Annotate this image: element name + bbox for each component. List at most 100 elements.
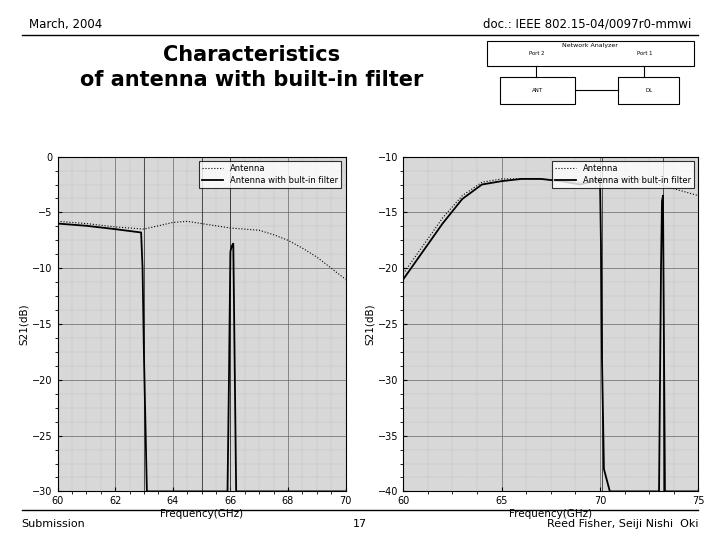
Text: March, 2004: March, 2004 [29, 18, 102, 31]
Antenna with bult-in filter [284, 488, 292, 495]
Legend: Antenna, Antenna with bult-in filter: Antenna, Antenna with bult-in filter [552, 161, 694, 188]
Antenna [226, 225, 235, 231]
Antenna [53, 218, 62, 225]
Antenna [654, 181, 663, 188]
Antenna [616, 176, 624, 182]
Text: Network Analyzer: Network Analyzer [562, 43, 618, 48]
Line: Antenna with bult-in filter: Antenna with bult-in filter [58, 224, 346, 491]
Text: doc.: IEEE 802.15-04/0097r0-mmwi: doc.: IEEE 802.15-04/0097r0-mmwi [483, 18, 691, 31]
Antenna with bult-in filter [616, 488, 624, 495]
Antenna with bult-in filter [229, 240, 238, 247]
Antenna [240, 226, 249, 232]
Antenna with bult-in filter [168, 488, 177, 495]
Antenna [438, 215, 447, 221]
Antenna with bult-in filter [341, 488, 350, 495]
Antenna with bult-in filter [163, 488, 171, 495]
Antenna with bult-in filter [140, 354, 148, 361]
Antenna with bult-in filter [111, 226, 120, 232]
Text: Reed Fisher, Seiji Nishi  Oki: Reed Fisher, Seiji Nishi Oki [547, 519, 698, 529]
Antenna with bult-in filter [675, 488, 683, 495]
Text: 17: 17 [353, 519, 367, 529]
Bar [487, 40, 694, 66]
Antenna with bult-in filter [665, 488, 673, 495]
Bar [500, 77, 575, 104]
Antenna with bult-in filter [597, 242, 606, 249]
Antenna with bult-in filter [606, 488, 614, 495]
Antenna with bult-in filter [232, 488, 240, 495]
Antenna [82, 220, 91, 227]
Antenna with bult-in filter [600, 466, 608, 472]
Antenna with bult-in filter [327, 488, 336, 495]
Y-axis label: S21(dB): S21(dB) [365, 303, 375, 345]
Text: ANT: ANT [532, 88, 543, 93]
Antenna with bult-in filter [517, 176, 526, 182]
X-axis label: Frequency(GHz): Frequency(GHz) [509, 509, 593, 519]
Antenna with bult-in filter [477, 181, 486, 188]
Antenna [694, 192, 703, 199]
Antenna with bult-in filter [183, 488, 192, 495]
Text: Submission: Submission [22, 519, 86, 529]
Antenna [458, 192, 467, 199]
Antenna with bult-in filter [557, 178, 565, 184]
Text: Characteristics
of antenna with built-in filter: Characteristics of antenna with built-in… [81, 45, 423, 90]
Antenna with bult-in filter [595, 176, 604, 182]
Antenna with bult-in filter [635, 488, 644, 495]
Antenna [111, 224, 120, 230]
Antenna [675, 187, 683, 193]
Antenna with bult-in filter [138, 265, 147, 272]
Antenna [418, 242, 427, 249]
Antenna [183, 218, 192, 225]
Antenna [140, 226, 148, 232]
Line: Antenna: Antenna [58, 221, 346, 279]
Antenna [312, 254, 321, 260]
Antenna with bult-in filter [226, 248, 235, 255]
Antenna with bult-in filter [223, 488, 232, 495]
Antenna with bult-in filter [645, 488, 654, 495]
Antenna with bult-in filter [143, 488, 151, 495]
Antenna with bult-in filter [312, 488, 321, 495]
Legend: Antenna, Antenna with bult-in filter: Antenna, Antenna with bult-in filter [199, 161, 341, 188]
Antenna [517, 176, 526, 182]
Antenna [341, 276, 350, 282]
Antenna [327, 265, 336, 272]
Text: DL: DL [645, 88, 652, 93]
Antenna with bult-in filter [418, 248, 427, 255]
Antenna with bult-in filter [498, 178, 506, 184]
Antenna with bult-in filter [298, 488, 307, 495]
Antenna with bult-in filter [536, 176, 545, 182]
Antenna [212, 222, 220, 229]
Antenna [477, 179, 486, 186]
Antenna with bult-in filter [82, 222, 91, 229]
X-axis label: Frequency(GHz): Frequency(GHz) [160, 509, 243, 519]
Antenna with bult-in filter [255, 488, 264, 495]
Antenna with bult-in filter [438, 220, 447, 227]
Antenna with bult-in filter [657, 265, 665, 272]
Antenna with bult-in filter [53, 220, 62, 227]
Antenna with bult-in filter [399, 276, 408, 282]
Antenna with bult-in filter [141, 421, 150, 428]
Antenna with bult-in filter [197, 488, 206, 495]
Antenna with bult-in filter [137, 230, 145, 236]
Antenna [168, 219, 177, 226]
Antenna with bult-in filter [684, 488, 693, 495]
Antenna [399, 271, 408, 277]
Antenna [595, 176, 604, 182]
Antenna [255, 227, 264, 233]
Antenna [284, 237, 292, 244]
Antenna with bult-in filter [269, 488, 278, 495]
Antenna with bult-in filter [212, 488, 220, 495]
Antenna with bult-in filter [228, 242, 236, 249]
Antenna with bult-in filter [625, 488, 634, 495]
Antenna with bult-in filter [576, 181, 585, 188]
Antenna [498, 176, 506, 182]
Antenna [269, 232, 278, 238]
Antenna with bult-in filter [240, 488, 249, 495]
Text: Port 2: Port 2 [528, 51, 544, 57]
Antenna [154, 222, 163, 229]
Line: Antenna with bult-in filter: Antenna with bult-in filter [403, 179, 698, 491]
Antenna with bult-in filter [598, 354, 606, 361]
Antenna with bult-in filter [694, 488, 703, 495]
Line: Antenna: Antenna [403, 179, 698, 274]
Antenna [298, 245, 307, 251]
Antenna [576, 179, 585, 186]
